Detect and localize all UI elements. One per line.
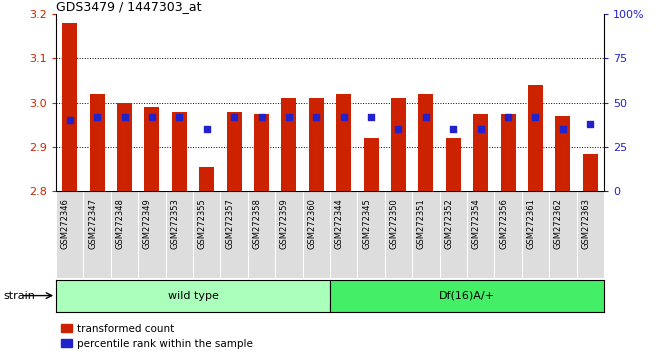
Point xyxy=(339,114,349,120)
Point xyxy=(65,118,75,123)
Point xyxy=(92,114,102,120)
Bar xyxy=(418,94,434,191)
Point xyxy=(284,114,294,120)
Point xyxy=(585,121,595,127)
Point xyxy=(366,114,376,120)
Bar xyxy=(446,138,461,191)
Text: GSM272361: GSM272361 xyxy=(527,198,535,249)
Bar xyxy=(555,116,570,191)
Legend: transformed count, percentile rank within the sample: transformed count, percentile rank withi… xyxy=(61,324,253,349)
Bar xyxy=(583,154,598,191)
Text: GSM272344: GSM272344 xyxy=(335,198,344,249)
Text: GSM272357: GSM272357 xyxy=(225,198,234,249)
Bar xyxy=(172,112,187,191)
Point xyxy=(503,114,513,120)
Point xyxy=(311,114,321,120)
Bar xyxy=(145,107,160,191)
Point xyxy=(256,114,267,120)
Text: strain: strain xyxy=(3,291,35,301)
Text: GSM272363: GSM272363 xyxy=(581,198,590,249)
Text: wild type: wild type xyxy=(168,291,218,301)
Bar xyxy=(226,112,242,191)
Point xyxy=(229,114,240,120)
Text: GSM272351: GSM272351 xyxy=(417,198,426,249)
Bar xyxy=(62,23,77,191)
Text: GSM272359: GSM272359 xyxy=(280,198,289,249)
Bar xyxy=(254,114,269,191)
Point xyxy=(558,126,568,132)
Text: GSM272348: GSM272348 xyxy=(115,198,125,249)
Point xyxy=(119,114,130,120)
Point xyxy=(393,126,404,132)
Bar xyxy=(117,103,132,191)
Text: GSM272360: GSM272360 xyxy=(308,198,316,249)
Text: GSM272354: GSM272354 xyxy=(472,198,480,249)
Bar xyxy=(473,114,488,191)
Point xyxy=(201,126,212,132)
Point xyxy=(147,114,157,120)
Text: GSM272355: GSM272355 xyxy=(198,198,207,249)
Text: GSM272362: GSM272362 xyxy=(554,198,563,249)
Point xyxy=(174,114,185,120)
Bar xyxy=(309,98,324,191)
Point xyxy=(530,114,541,120)
Bar xyxy=(199,167,214,191)
Bar xyxy=(528,85,543,191)
Point xyxy=(420,114,431,120)
Text: GSM272349: GSM272349 xyxy=(143,198,152,249)
Bar xyxy=(336,94,351,191)
Text: GSM272356: GSM272356 xyxy=(499,198,508,249)
Point xyxy=(475,126,486,132)
Text: GSM272358: GSM272358 xyxy=(253,198,261,249)
Bar xyxy=(90,94,105,191)
Text: GSM272346: GSM272346 xyxy=(61,198,70,249)
Bar xyxy=(500,114,515,191)
Bar xyxy=(364,138,379,191)
Text: GSM272347: GSM272347 xyxy=(88,198,97,249)
Bar xyxy=(330,280,604,312)
Bar xyxy=(56,280,330,312)
Bar xyxy=(281,98,296,191)
Text: GSM272350: GSM272350 xyxy=(389,198,399,249)
Bar xyxy=(391,98,406,191)
Point xyxy=(448,126,459,132)
Text: GSM272345: GSM272345 xyxy=(362,198,371,249)
Text: GSM272352: GSM272352 xyxy=(444,198,453,249)
Text: GDS3479 / 1447303_at: GDS3479 / 1447303_at xyxy=(56,0,201,13)
Text: Df(16)A/+: Df(16)A/+ xyxy=(439,291,495,301)
Text: GSM272353: GSM272353 xyxy=(170,198,180,249)
